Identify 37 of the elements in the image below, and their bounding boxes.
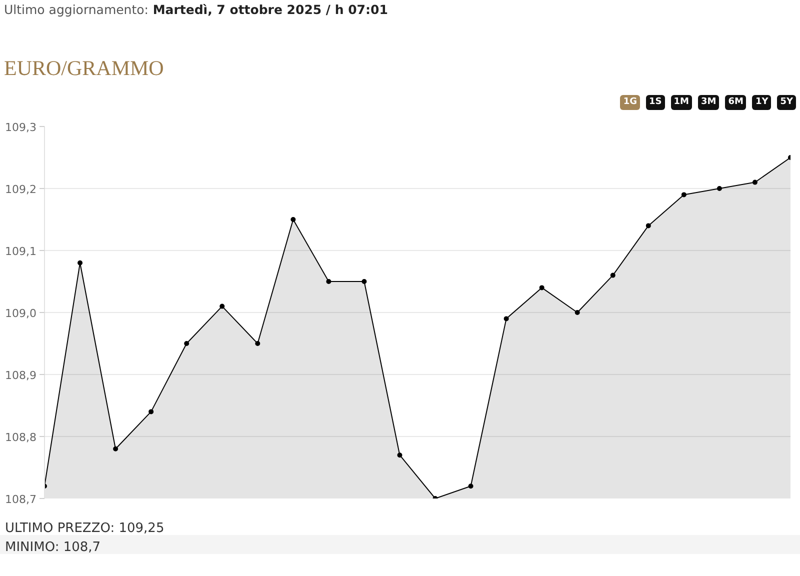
point <box>716 186 722 191</box>
point <box>468 484 474 489</box>
point <box>681 192 686 198</box>
point <box>752 180 758 185</box>
point <box>290 217 296 222</box>
text: ULTIMO PREZZO: 109,25 <box>0 516 800 536</box>
text: 1M <box>670 95 692 110</box>
point <box>113 446 118 452</box>
point <box>610 272 616 278</box>
point <box>148 409 154 414</box>
text: 1Y <box>752 95 772 110</box>
point <box>78 260 83 266</box>
y-tick-label: 109,3 <box>5 121 37 134</box>
text: 3M <box>698 95 720 110</box>
chart-subtitle: Ultimo aggiornamento: Martedì, 7 ottobre 2025 / h 07:01 <box>4 2 388 17</box>
y-tick-label: 108,9 <box>5 369 37 382</box>
point <box>574 310 580 315</box>
y-tick-label: 108,8 <box>5 431 37 444</box>
point <box>220 304 225 309</box>
point <box>326 279 332 284</box>
text: 5Y <box>777 95 796 110</box>
chart-title: EURO/GRAMMO <box>3 55 164 82</box>
y-tick-label: 108,7 <box>5 493 37 506</box>
point <box>646 223 651 228</box>
text: 1S <box>646 95 665 110</box>
y-tick-label: 109,1 <box>5 245 37 258</box>
text: 1G <box>620 95 640 110</box>
point <box>184 341 190 346</box>
text: 6M <box>725 95 746 110</box>
point <box>255 341 260 346</box>
text: MINIMO: 108,7 <box>0 535 800 555</box>
y-tick-label: 109,2 <box>5 183 37 196</box>
point <box>504 316 509 322</box>
point <box>397 452 402 458</box>
point <box>362 279 367 284</box>
point <box>539 285 544 290</box>
y-tick-label: 109,0 <box>5 307 37 320</box>
